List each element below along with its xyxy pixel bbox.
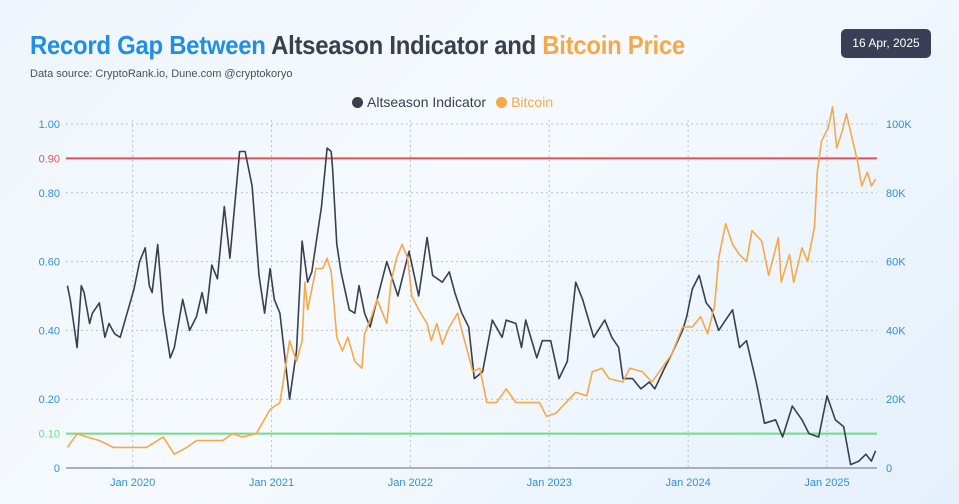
- series-line-altseason-indicator: [66, 147, 877, 466]
- chart-legend: Altseason Indicator Bitcoin: [352, 94, 553, 110]
- y-right-tick-label: 0: [886, 463, 892, 475]
- y-right-tick-label: 40K: [886, 325, 906, 337]
- legend-dot-bitcoin: [496, 96, 508, 108]
- title-part-highlight: Record Gap Between: [30, 30, 266, 60]
- legend-item-altseason[interactable]: Altseason Indicator: [352, 94, 486, 110]
- x-tick-label: Jan 2024: [666, 477, 711, 489]
- legend-label-bitcoin: Bitcoin: [511, 94, 554, 110]
- x-tick-label: Jan 2025: [804, 477, 849, 489]
- x-tick-label: Jan 2021: [249, 477, 294, 489]
- y-right-tick-label: 20K: [886, 394, 906, 406]
- threshold-label: 0.90: [39, 153, 60, 165]
- y-right-tick-label: 60K: [886, 257, 906, 269]
- y-left-tick-label: 0.60: [39, 257, 60, 269]
- y-left-tick-label: 0.80: [39, 188, 60, 200]
- y-right-tick-label: 80K: [886, 188, 906, 200]
- title-part-altseason: Altseason Indicator and: [271, 30, 536, 60]
- title-part-bitcoin: Bitcoin Price: [542, 30, 685, 60]
- y-right-tick-label: 100K: [886, 119, 912, 131]
- data-source-subtitle: Data source: CryptoRank.io, Dune.com @cr…: [30, 68, 293, 80]
- y-left-tick-label: 0.20: [39, 394, 60, 406]
- series-line-bitcoin: [66, 106, 877, 455]
- legend-item-bitcoin[interactable]: Bitcoin: [496, 94, 553, 110]
- y-left-tick-label: 1.00: [39, 119, 60, 131]
- date-badge: 16 Apr, 2025: [841, 29, 931, 58]
- chart-title: Record Gap Between Altseason Indicator a…: [30, 30, 685, 61]
- y-left-tick-label: 0.40: [39, 325, 60, 337]
- legend-dot-altseason: [352, 96, 363, 108]
- x-tick-label: Jan 2023: [527, 477, 572, 489]
- y-left-tick-label: 0: [54, 463, 60, 475]
- x-tick-label: Jan 2020: [110, 477, 155, 489]
- threshold-label: 0.10: [39, 429, 60, 441]
- x-tick-label: Jan 2022: [388, 477, 433, 489]
- legend-label-altseason: Altseason Indicator: [367, 94, 487, 110]
